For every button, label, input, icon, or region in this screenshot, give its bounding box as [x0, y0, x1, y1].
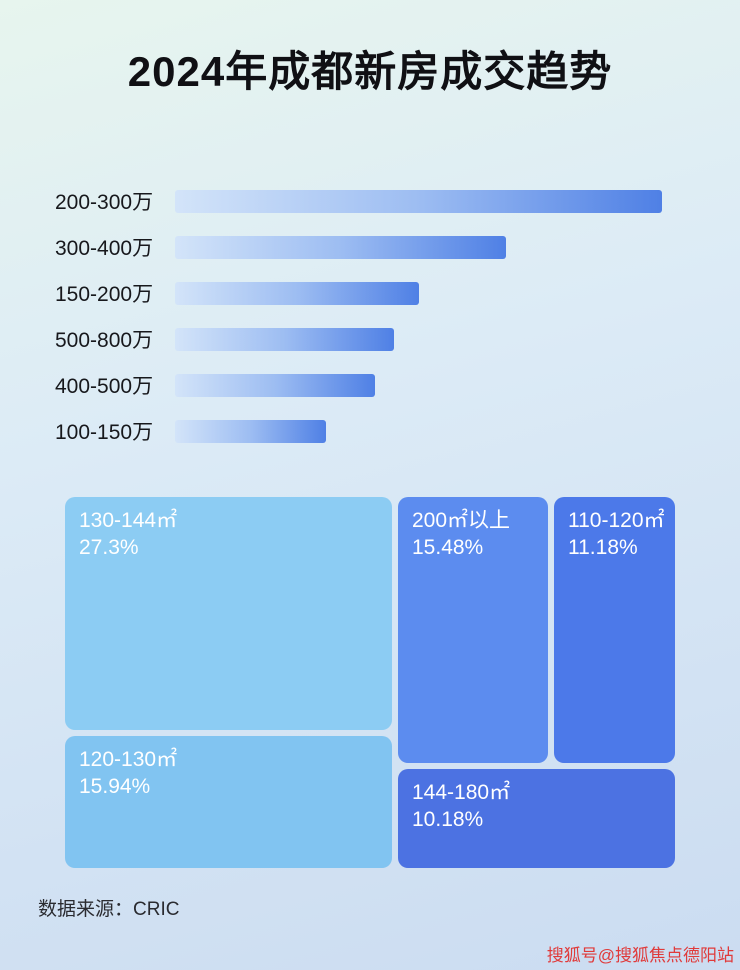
treemap-block-percent: 10.18% [412, 808, 484, 831]
treemap-block-percent: 15.48% [412, 536, 484, 559]
bar [175, 327, 394, 351]
bar-category-label: 200-300万 [55, 191, 154, 214]
bar-row: 500-800万 [55, 316, 680, 362]
treemap-block-label: 200㎡以上 [412, 509, 511, 532]
bar [175, 235, 506, 259]
treemap-block: 120-130㎡ 15.94% [65, 736, 392, 868]
bar-category-label: 500-800万 [55, 329, 154, 352]
bar [175, 373, 375, 397]
bar-row: 400-500万 [55, 362, 680, 408]
price-band-bar-chart: 200-300万 300-400万 150-200万 500-800万 400-500万… [55, 178, 680, 454]
bar-category-label: 100-150万 [55, 421, 154, 444]
treemap-block-percent: 11.18% [568, 536, 638, 559]
data-source: 数据来源：CRIC [38, 899, 180, 920]
bar-row: 300-400万 [55, 224, 680, 270]
watermark: 搜狐号@搜狐焦点德阳站 [546, 946, 734, 965]
bar-row: 150-200万 [55, 270, 680, 316]
bar-category-label: 150-200万 [55, 283, 154, 306]
treemap-block: 110-120㎡ 11.18% [554, 497, 675, 763]
bar-category-label: 300-400万 [55, 237, 154, 260]
treemap-block: 144-180㎡ 10.18% [398, 769, 675, 868]
bar [175, 281, 419, 305]
bar [175, 419, 326, 443]
treemap-block: 130-144㎡ 27.3% [65, 497, 392, 730]
area-band-treemap: 130-144㎡ 27.3% 200㎡以上 15.48% 110-120㎡ 11.18% 1… [65, 497, 675, 868]
treemap-block: 200㎡以上 15.48% [398, 497, 548, 763]
bar [175, 189, 662, 213]
treemap-block-percent: 15.94% [79, 775, 151, 798]
bar-row: 200-300万 [55, 178, 680, 224]
page-title: 2024年成都新房成交趋势 [127, 48, 613, 95]
treemap-block-percent: 27.3% [79, 536, 139, 559]
bar-row: 100-150万 [55, 408, 680, 454]
treemap-block-label: 144-180㎡ [412, 781, 511, 804]
bar-category-label: 400-500万 [55, 375, 154, 398]
treemap-block-label: 130-144㎡ [79, 509, 178, 532]
treemap-block-label: 110-120㎡ [568, 509, 665, 532]
treemap-block-label: 120-130㎡ [79, 748, 178, 771]
